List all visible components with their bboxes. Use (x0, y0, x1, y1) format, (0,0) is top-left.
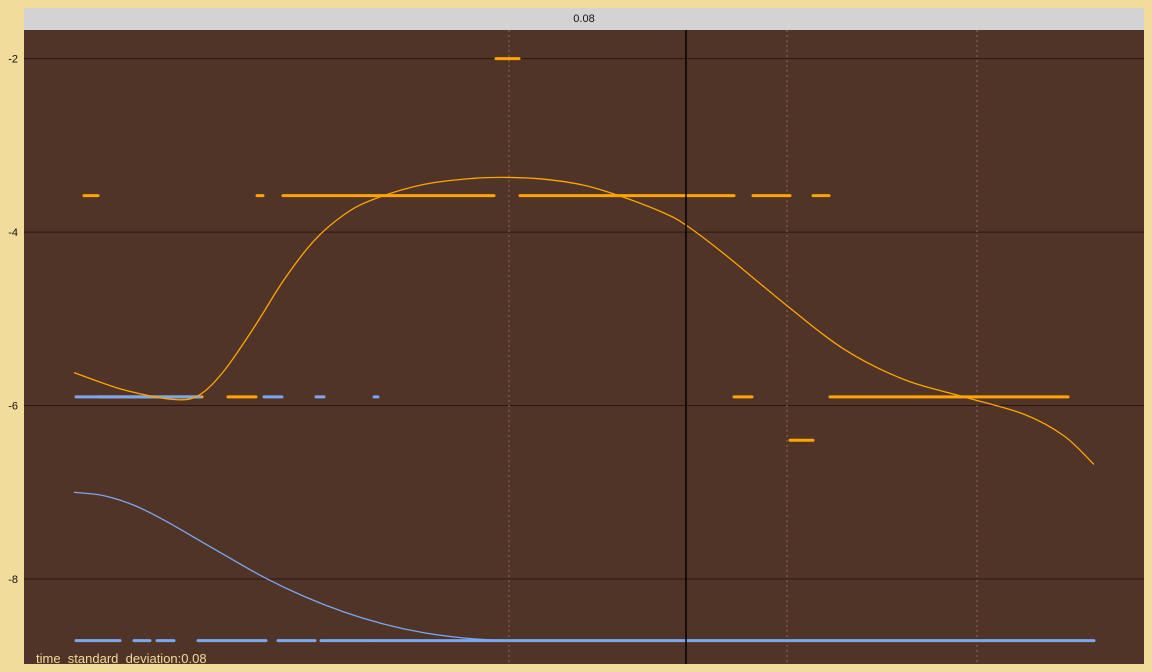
y-tick-label: -6 (8, 401, 18, 413)
chart-title: 0.08 (573, 13, 595, 25)
plot-area (24, 30, 1144, 664)
y-tick-label: -2 (8, 54, 18, 66)
footer-label: time_standard_deviation:0.08 (36, 651, 207, 666)
curves-layer (73, 176, 1095, 642)
grid-layer (24, 30, 1144, 664)
chart-header: 0.08 (24, 8, 1144, 30)
series-0-curve (73, 176, 1095, 465)
y-axis: -2 -4 -6 -8 (8, 54, 18, 586)
series-1-curve (73, 491, 1094, 642)
y-tick-label: -4 (8, 227, 18, 239)
y-tick-label: -8 (8, 574, 18, 586)
